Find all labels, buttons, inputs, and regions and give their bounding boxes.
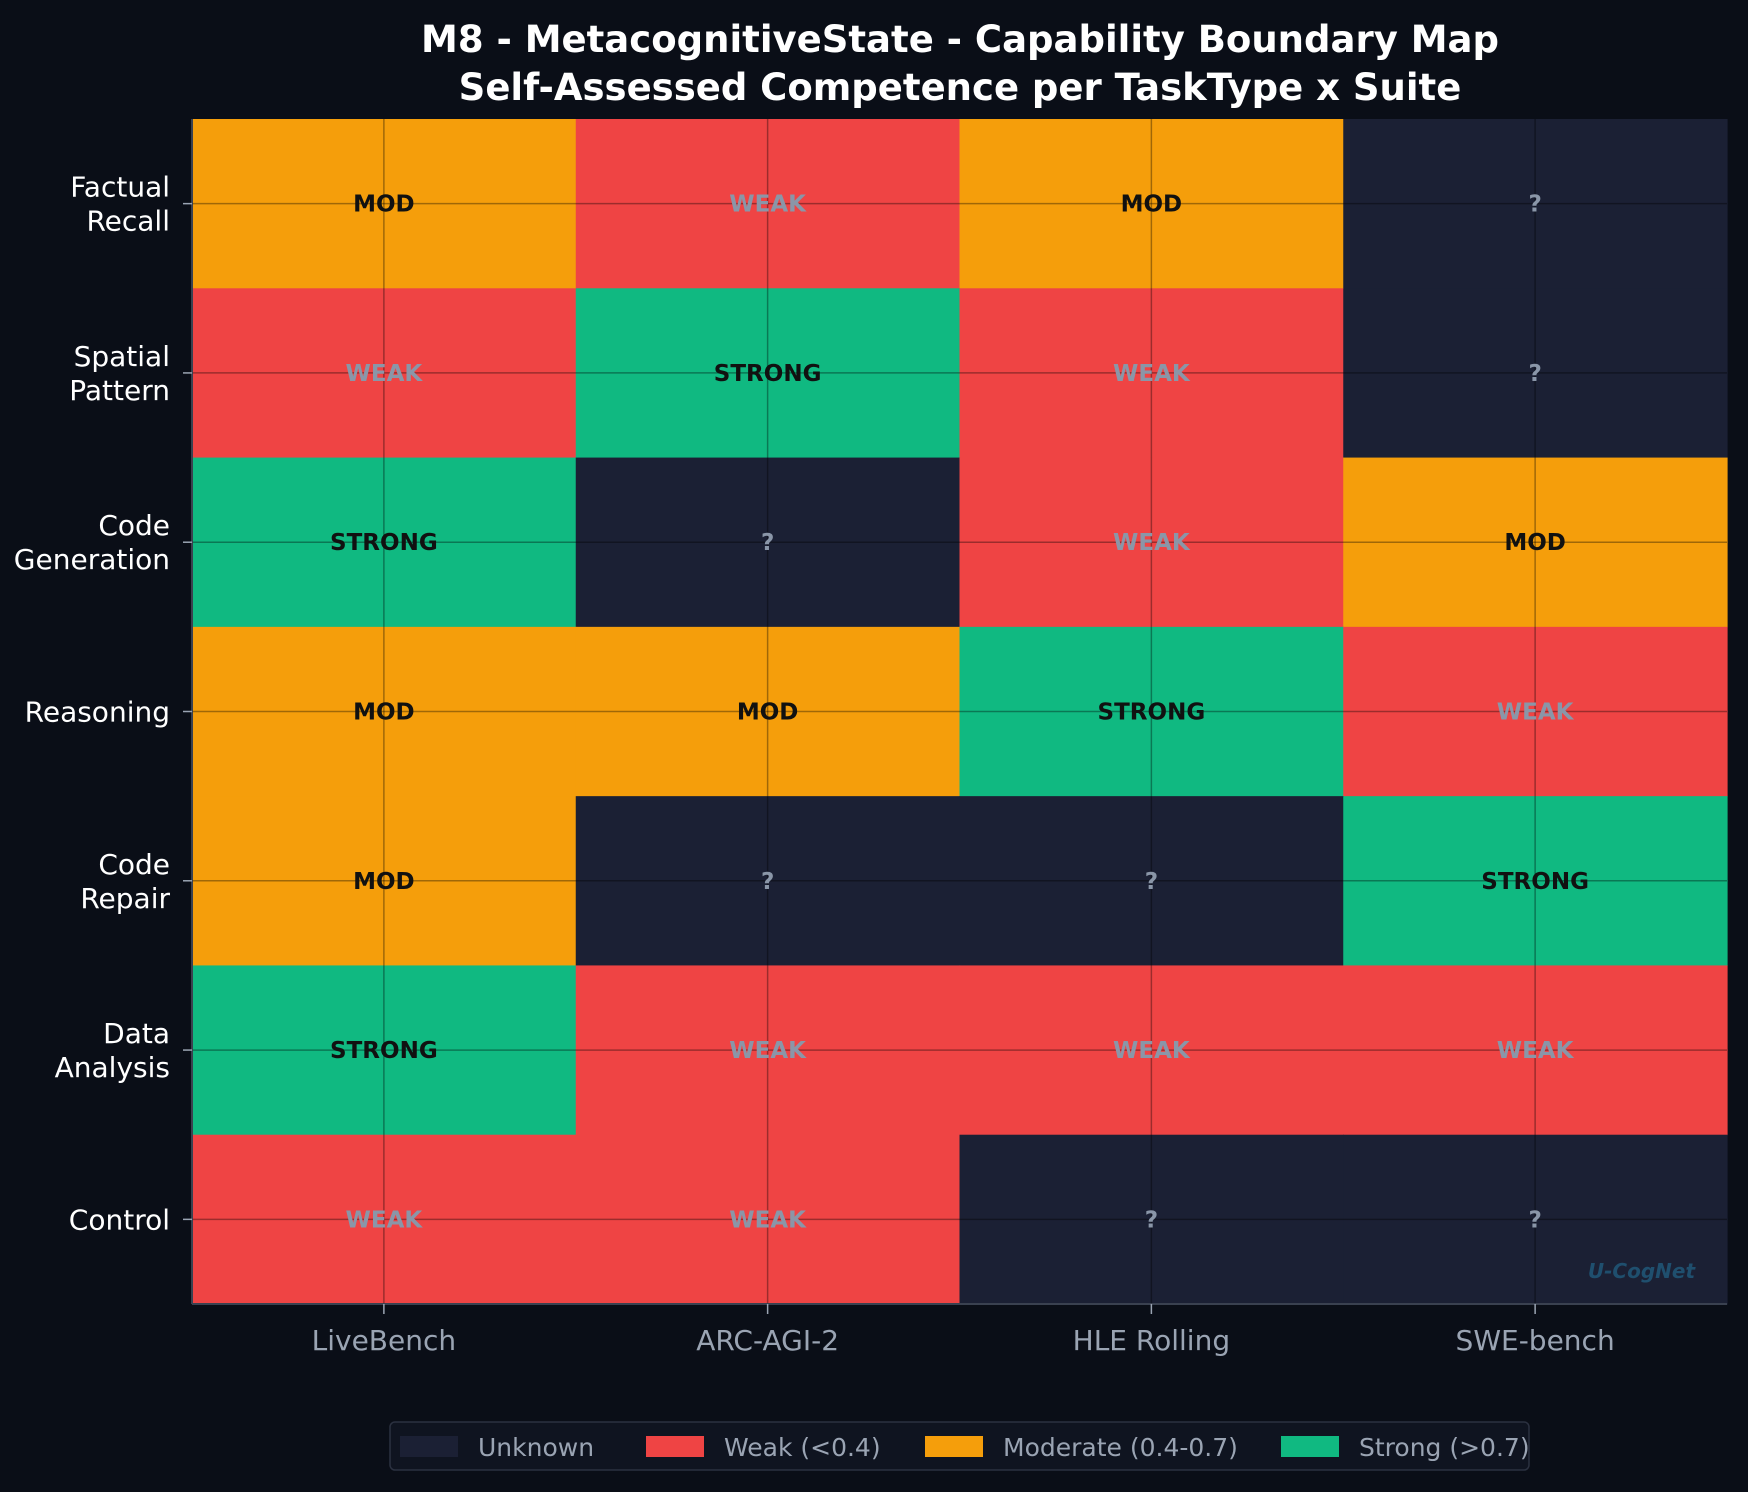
cell-label: MOD [1504,530,1566,556]
cell-label: WEAK [729,192,807,218]
cell-label: MOD [353,700,415,726]
heatmap-cell [959,965,1344,1136]
heatmap-cell [1343,1134,1728,1305]
heatmap-cell [192,288,577,459]
y-axis: Factual Recall Spatial Pattern Code Generatio… [14,171,192,1236]
heatmap-cell [1343,965,1728,1136]
cell-label: ? [761,530,774,556]
cell-label: STRONG [1098,700,1206,726]
cell-label: ? [761,869,774,895]
cell-label: ? [1528,192,1541,218]
legend-label: Weak (<0.4) [724,1433,881,1462]
legend-label: Moderate (0.4-0.7) [1003,1433,1238,1462]
heatmap-cell [1343,626,1728,797]
heatmap-cell [192,457,577,628]
heatmap-cell [192,119,577,289]
heatmap-cell [192,1134,577,1305]
cell-label: STRONG [330,530,438,556]
cell-label: WEAK [1497,700,1575,726]
legend-swatch [1281,1436,1339,1457]
heatmap-cell [959,288,1344,459]
heatmap-cell [1343,796,1728,967]
cell-label: WEAK [1113,530,1191,556]
cell-label: WEAK [729,1207,807,1233]
cell-label: MOD [353,869,415,895]
cell-label: WEAK [1113,1038,1191,1064]
legend-swatch [646,1436,704,1457]
heatmap-cell [575,626,961,797]
x-tick-label: LiveBench [312,1324,457,1357]
cell-labels-layer: MOD WEAK MOD ? WEAK STRONG WEAK ? STRONG? WEAK MOD… [330,192,1589,1234]
heatmap-cell [575,119,961,289]
y-tick-label: Factual Recall [70,171,170,238]
heatmap-cell [575,1134,961,1305]
cell-label: STRONG [1481,869,1589,895]
legend: Unknown Weak (<0.4) Moderate (0.4-0.7) Stro… [389,1421,1530,1471]
x-axis: LiveBench ARC-AGI-2 HLE Rolling SWE-bench [312,1304,1615,1357]
heatmap-cell [192,796,577,967]
y-tick-label: Code Repair [80,848,170,915]
cell-label: WEAK [1497,1038,1575,1064]
cell-label: WEAK [346,1207,424,1233]
watermark-text: U-CogNet [1588,1259,1697,1283]
cell-label: WEAK [346,361,424,387]
legend-label: Unknown [478,1433,594,1462]
cell-label: STRONG [330,1038,438,1064]
heatmap-cell [192,626,577,797]
cell-label: WEAK [729,1038,807,1064]
chart-subtitle: Self-Assessed Competence per TaskType x … [459,66,1462,109]
cell-label: ? [1528,1207,1541,1233]
legend-swatch [400,1436,458,1457]
heatmap-cell [1343,119,1728,289]
cell-label: WEAK [1113,361,1191,387]
cells-layer [192,119,1728,1305]
cell-label: MOD [1121,192,1183,218]
heatmap-cell [959,1134,1344,1305]
heatmap-cell [959,457,1344,628]
cell-label: ? [1528,361,1541,387]
heatmap-cell [575,288,961,459]
grid-layer [191,119,1727,1305]
heatmap-cell [959,626,1344,797]
x-tick-label: SWE-bench [1456,1324,1615,1357]
x-tick-label: ARC-AGI-2 [696,1324,839,1357]
heatmap-cell [575,796,961,967]
x-tick-label: HLE Rolling [1073,1324,1230,1357]
legend-label: Strong (>0.7) [1359,1433,1530,1462]
cell-label: MOD [737,700,799,726]
heatmap-cell [959,119,1344,289]
cell-label: STRONG [714,361,822,387]
y-tick-label: Spatial Pattern [69,340,170,407]
heatmap-cell [575,965,961,1136]
heatmap-cell [959,796,1344,967]
y-tick-label: Code Generation [14,509,170,576]
y-tick-label: Reasoning [25,696,170,729]
cell-label: ? [1145,1207,1158,1233]
heatmap-cell [192,965,577,1136]
y-tick-label: Data Analysis [55,1017,170,1084]
heatmap-cell [1343,288,1728,459]
cell-label: MOD [353,192,415,218]
cell-label: ? [1145,869,1158,895]
legend-swatch [925,1436,983,1457]
chart-title: M8 - MetacognitiveState - Capability Bou… [421,18,1499,61]
y-tick-label: Control [69,1203,170,1236]
heatmap-cell [575,457,961,628]
heatmap-cell [1343,457,1728,628]
